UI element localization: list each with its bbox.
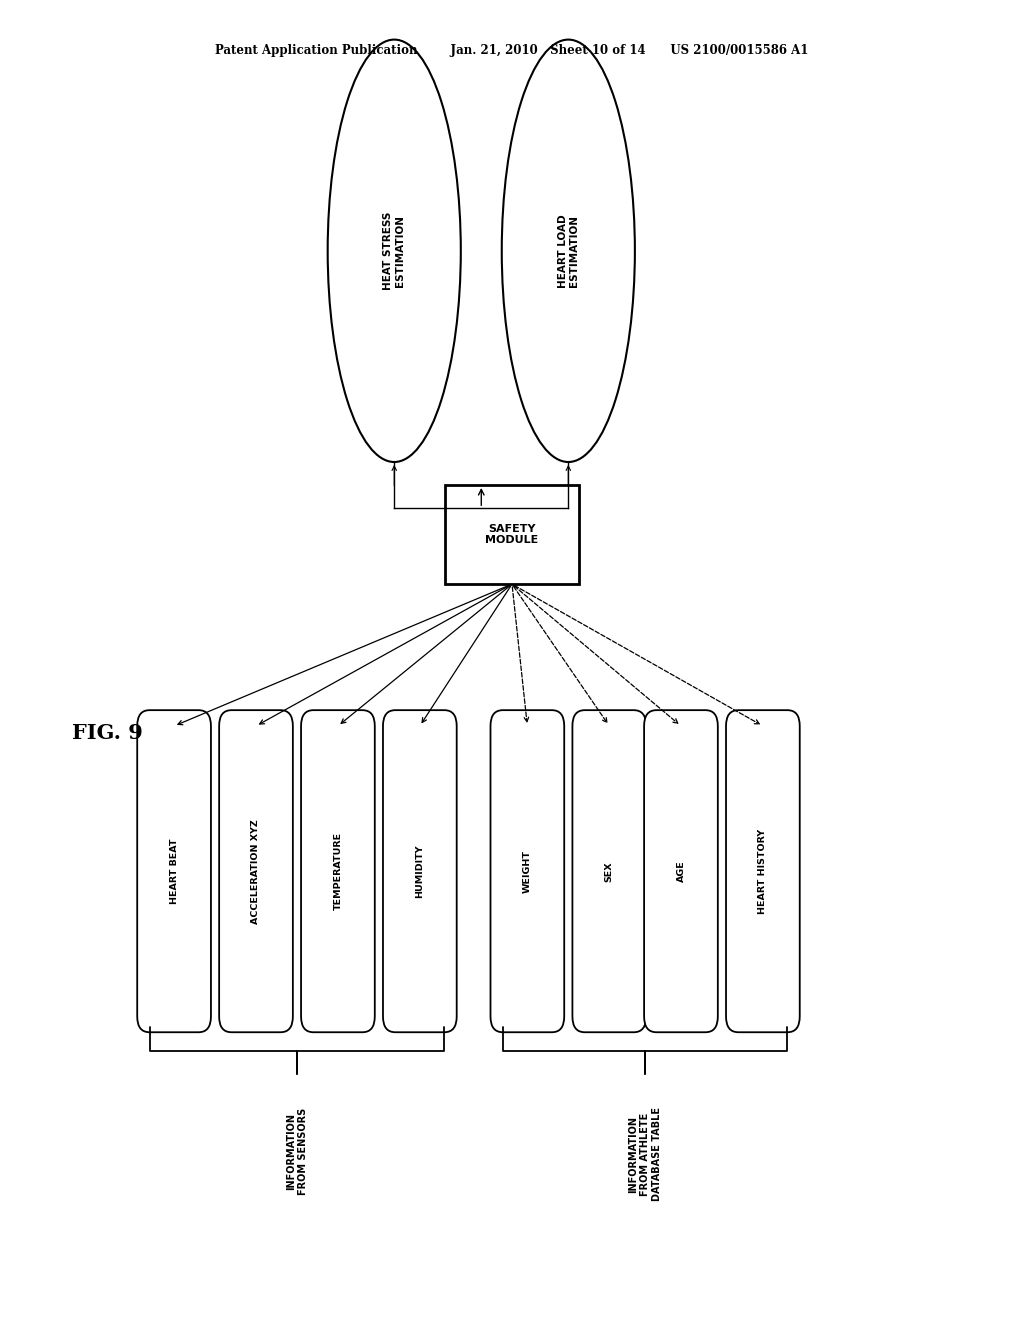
Text: WEIGHT: WEIGHT xyxy=(523,850,531,892)
FancyBboxPatch shape xyxy=(383,710,457,1032)
FancyBboxPatch shape xyxy=(644,710,718,1032)
Text: AGE: AGE xyxy=(677,861,685,882)
FancyBboxPatch shape xyxy=(490,710,564,1032)
Text: INFORMATION
FROM SENSORS: INFORMATION FROM SENSORS xyxy=(286,1107,308,1195)
FancyBboxPatch shape xyxy=(219,710,293,1032)
Ellipse shape xyxy=(328,40,461,462)
FancyBboxPatch shape xyxy=(726,710,800,1032)
Text: SAFETY
MODULE: SAFETY MODULE xyxy=(485,524,539,545)
Text: HEART HISTORY: HEART HISTORY xyxy=(759,829,767,913)
Text: HUMIDITY: HUMIDITY xyxy=(416,845,424,898)
Text: Patent Application Publication        Jan. 21, 2010   Sheet 10 of 14      US 210: Patent Application Publication Jan. 21, … xyxy=(215,44,809,57)
FancyBboxPatch shape xyxy=(301,710,375,1032)
Text: SEX: SEX xyxy=(605,861,613,882)
FancyBboxPatch shape xyxy=(445,486,579,583)
FancyBboxPatch shape xyxy=(572,710,646,1032)
FancyBboxPatch shape xyxy=(137,710,211,1032)
Ellipse shape xyxy=(502,40,635,462)
Text: ACCELERATION XYZ: ACCELERATION XYZ xyxy=(252,818,260,924)
Text: HEAT STRESS
ESTIMATION: HEAT STRESS ESTIMATION xyxy=(383,211,406,290)
Text: TEMPERATURE: TEMPERATURE xyxy=(334,832,342,911)
Text: HEART LOAD
ESTIMATION: HEART LOAD ESTIMATION xyxy=(557,214,580,288)
Text: FIG. 9: FIG. 9 xyxy=(72,722,143,743)
Text: HEART BEAT: HEART BEAT xyxy=(170,838,178,904)
Text: INFORMATION
FROM ATHLETE
DATABASE TABLE: INFORMATION FROM ATHLETE DATABASE TABLE xyxy=(629,1107,662,1201)
